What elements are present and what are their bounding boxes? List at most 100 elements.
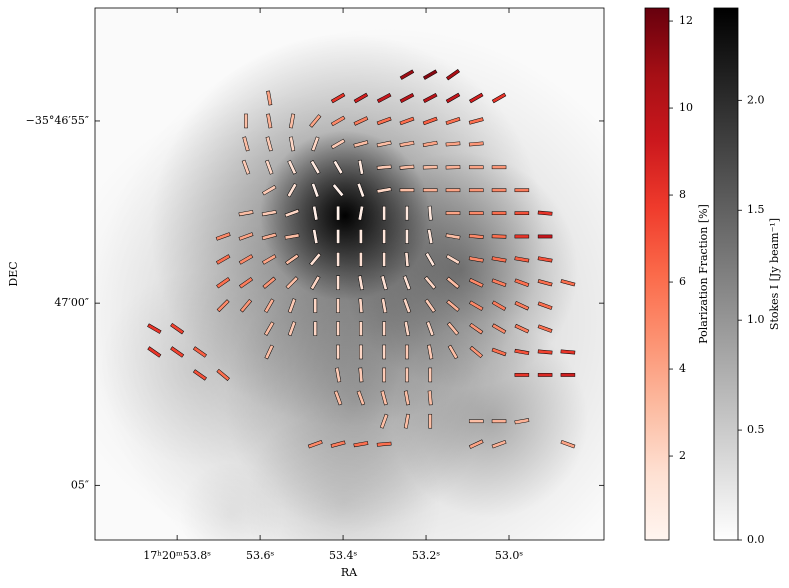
polarization-vector [238, 277, 253, 289]
polarization-vector [446, 276, 460, 289]
polarization-vector [356, 182, 366, 198]
polarization-vector [216, 277, 231, 289]
polarization-vector [491, 278, 507, 287]
polarization-vector [330, 115, 346, 127]
polarization-vector [287, 321, 297, 337]
polarization-vector [359, 229, 363, 244]
polarization-vector [469, 322, 484, 335]
polarization-vector [468, 141, 484, 147]
intensity-source [99, 270, 297, 468]
fraction-colorbar [644, 7, 670, 541]
polarization-vector [284, 208, 300, 218]
polarization-vector [244, 113, 248, 129]
polarization-vector [309, 252, 322, 267]
polarization-vector [284, 233, 300, 240]
polarization-vector [445, 116, 461, 125]
polarization-vector [147, 346, 162, 358]
polarization-vector [332, 183, 345, 197]
polarization-vector [491, 256, 507, 263]
polarization-vector [353, 92, 369, 104]
fraction-tick-label: 4 [679, 362, 686, 375]
polarization-vector [265, 159, 274, 175]
polarization-vector [428, 367, 433, 383]
polarization-vector [405, 344, 409, 360]
polarization-vector [514, 373, 530, 377]
polarization-vector [514, 211, 530, 215]
polarization-vector [310, 160, 321, 175]
polarization-vector [382, 205, 386, 221]
polarization-vector [399, 116, 415, 126]
polarization-vector [427, 390, 433, 406]
polarization-vector [514, 256, 530, 263]
polarization-vector [428, 413, 433, 429]
polarization-vector [399, 164, 415, 170]
polarization-vector [427, 205, 433, 221]
polarization-vector [537, 373, 553, 377]
polarization-vector [468, 211, 484, 215]
polarization-vector [380, 390, 388, 406]
x-tick-label: 17ʰ20ᵐ53.8ˢ [143, 549, 211, 562]
polarization-vector [264, 321, 275, 336]
polarization-vector [313, 298, 318, 313]
polarization-vector [445, 188, 461, 193]
polarization-vector [469, 92, 484, 104]
polarization-vector [336, 229, 340, 244]
polarization-vector [537, 349, 553, 355]
x-tick-label: 53.4ˢ [329, 549, 357, 562]
y-axis-label: DEC [7, 261, 20, 286]
x-tick-label: 53.0ˢ [495, 549, 523, 562]
polarization-vector [335, 367, 342, 383]
y-tick-label: 05″ [71, 478, 89, 491]
polarization-vector [537, 256, 553, 263]
polarization-vector [357, 275, 364, 291]
polarization-vector [468, 439, 484, 449]
polarization-vector [287, 159, 297, 175]
x-tick-label: 53.2ˢ [412, 549, 440, 562]
polarization-vector [445, 233, 461, 240]
polarization-vector [560, 349, 576, 355]
polarization-vector [238, 232, 254, 241]
fraction-tick-label: 6 [679, 275, 686, 288]
polarization-vector [468, 278, 484, 288]
polarization-vector [288, 113, 296, 129]
intensity-image [95, 26, 604, 540]
polarization-vector [399, 92, 415, 104]
polarization-vector [491, 323, 507, 334]
polarization-vector [537, 301, 553, 310]
polarization-vector [402, 275, 412, 291]
polarization-vector [537, 210, 553, 216]
polarization-vector [491, 234, 507, 239]
polarization-vector [447, 344, 459, 360]
polarization-vector [537, 279, 553, 287]
polarization-vector [514, 323, 530, 334]
intensity-tick-label: 2.0 [747, 93, 765, 106]
polarization-vector [288, 136, 296, 152]
polarization-vector [359, 321, 363, 336]
polarization-vector [403, 413, 411, 429]
polarization-vector [353, 140, 369, 148]
polarization-vector [311, 136, 320, 152]
intensity-colorbar [713, 7, 739, 541]
polarization-vector [399, 69, 415, 80]
polarization-vector [358, 298, 364, 314]
fraction-tick-label: 2 [679, 449, 686, 462]
polarization-vector [356, 390, 366, 406]
polarization-vector [265, 136, 273, 152]
polarization-vector [469, 345, 483, 359]
polarization-vector [376, 187, 392, 194]
polarization-vector [359, 252, 363, 267]
polarization-vector [379, 413, 389, 429]
polarization-vector [376, 116, 392, 126]
y-tick-label: −35°46′55″ [26, 114, 89, 127]
vector-layer [147, 69, 576, 449]
polarization-vector [491, 439, 507, 449]
polarization-vector [170, 322, 185, 335]
polarization-vector [445, 141, 461, 147]
polarization-vector [382, 367, 386, 383]
polarization-vector [560, 439, 576, 449]
polarization-vector [311, 182, 320, 198]
polarization-vector [264, 298, 275, 313]
polarization-vector [261, 232, 277, 241]
fraction-colorbar-label: Polarization Fraction [%] [697, 204, 710, 344]
